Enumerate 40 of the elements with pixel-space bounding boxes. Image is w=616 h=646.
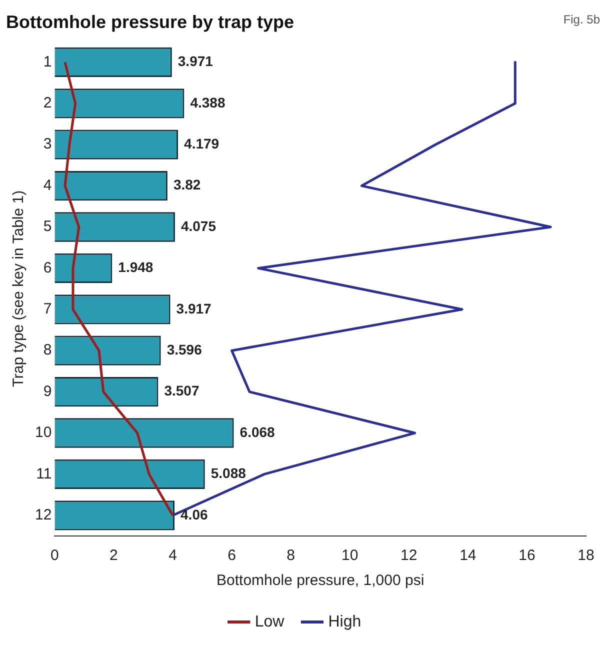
legend-label: High (328, 613, 362, 630)
y-tick-label: 12 (34, 506, 52, 524)
data-label: 3.917 (176, 300, 212, 316)
caption: Fig. 5b (563, 12, 600, 26)
data-label: 6.068 (240, 424, 276, 440)
data-label: 3.971 (178, 53, 214, 70)
legend-label: Low (254, 613, 285, 630)
x-tick-label: 16 (518, 547, 536, 564)
data-label: 4.06 (180, 506, 208, 522)
x-axis-title: Bottomhole pressure, 1,000 psi (216, 572, 424, 590)
x-tick-label: 6 (228, 547, 236, 564)
data-label: 3.82 (173, 176, 201, 193)
y-tick-label: 5 (43, 218, 52, 236)
x-tick-label: 12 (400, 547, 418, 564)
y-tick-label: 4 (43, 176, 52, 194)
x-tick-label: 8 (286, 547, 295, 564)
y-tick-label: 9 (43, 382, 52, 400)
y-tick-label: 10 (34, 424, 52, 442)
chart-title: Bottomhole pressure by trap type (6, 12, 294, 32)
data-label: 4.179 (184, 135, 220, 152)
y-tick-label: 11 (36, 465, 52, 482)
data-label: 3.596 (166, 341, 202, 358)
y-tick-label: 7 (43, 300, 52, 318)
y-axis-title: Trap type (see key in Table 1) (10, 190, 28, 388)
data-label: 3.507 (164, 382, 200, 399)
x-tick-label: 0 (50, 547, 59, 564)
data-label: 1.948 (118, 259, 154, 276)
data-label: 5.088 (210, 465, 246, 482)
x-tick-label: 10 (342, 547, 358, 564)
x-tick-label: 2 (110, 547, 118, 564)
y-tick-label: 3 (43, 136, 52, 153)
y-tick-label: 1 (43, 53, 52, 70)
x-tick-label: 18 (578, 547, 594, 564)
data-label: 4.075 (180, 218, 216, 234)
data-label: 4.388 (190, 94, 226, 110)
y-tick-label: 8 (43, 342, 52, 359)
y-tick-label: 2 (43, 94, 52, 112)
y-tick-label: 6 (43, 259, 52, 276)
x-tick-label: 14 (460, 547, 476, 564)
x-tick-label: 4 (168, 547, 177, 564)
